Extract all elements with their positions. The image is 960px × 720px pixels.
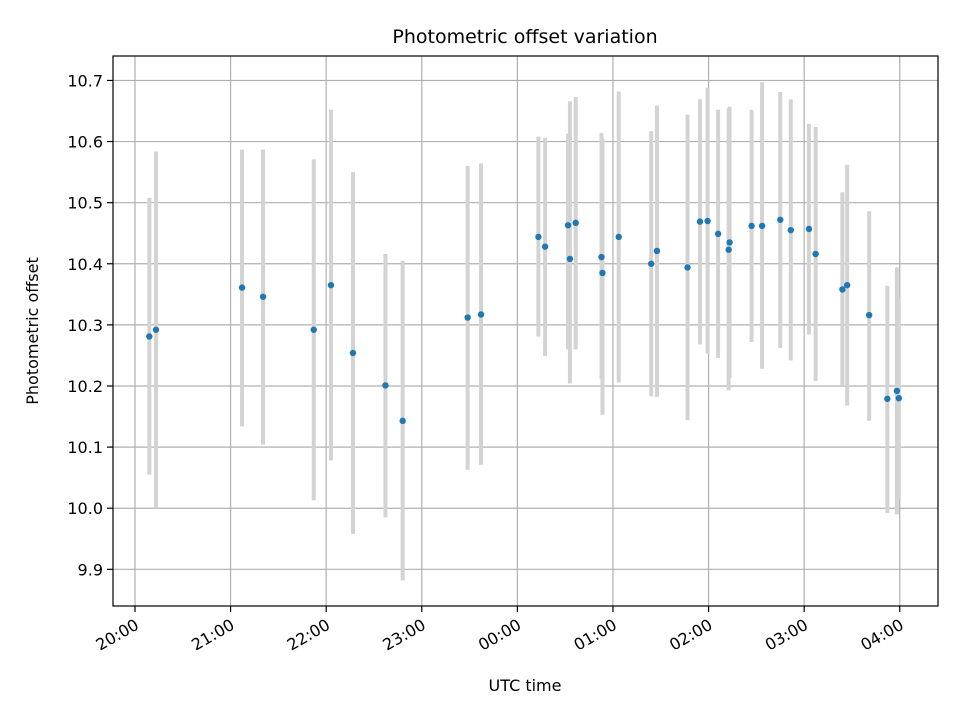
data-point [777,216,784,223]
data-point [726,239,733,246]
x-tick-label: 20:00 [93,615,142,655]
x-tick-label: 04:00 [857,615,906,655]
data-point [382,382,389,389]
data-point [327,281,335,289]
data-point [843,281,851,289]
y-axis-ticks: 9.9 10.0 10.1 10.2 10.3 10.4 10.5 10.6 10.7 [67,71,113,579]
x-tick-label: 01:00 [571,615,620,655]
data-point [566,255,574,263]
x-tick-label: 23:00 [379,615,428,655]
y-axis-label: Photometric offset [23,257,42,405]
data-point [399,417,406,425]
data-point [758,222,766,230]
data-point [464,314,471,321]
x-tick-label: 22:00 [284,615,333,655]
data-point [653,247,661,255]
data-point [812,250,819,258]
y-tick-label: 10.6 [67,133,103,152]
data-point [598,253,605,261]
grid [113,56,938,606]
y-tick-label: 10.5 [67,194,103,213]
data-point [895,395,903,402]
y-tick-label: 10.3 [67,316,103,335]
x-axis-ticks: 20:00 21:00 22:00 23:00 00:00 01:00 02:00 03:00… [93,606,907,655]
data-point [787,226,794,234]
data-point [146,333,153,340]
data-point [238,284,246,291]
data-point [696,218,704,225]
x-tick-label: 21:00 [188,615,237,655]
data-point [648,260,655,267]
data-point [865,311,873,319]
data-point [535,233,542,241]
data-point [704,217,711,225]
data-point [572,219,579,227]
plot-frame [112,55,939,607]
data-point [541,243,549,250]
x-tick-label: 00:00 [475,615,524,655]
data-point [714,230,722,238]
x-tick-label: 03:00 [762,615,811,655]
data-point [725,246,732,253]
y-tick-label: 10.2 [67,377,103,396]
data-point [748,222,755,230]
x-axis-label: UTC time [489,676,562,695]
y-tick-label: 10.0 [67,499,103,518]
data-point [349,349,357,357]
y-tick-label: 10.7 [67,71,103,90]
data-points [146,216,903,425]
data-point [564,222,572,229]
data-point [839,286,846,293]
y-tick-label: 10.4 [67,255,103,274]
y-tick-label: 10.1 [67,438,103,457]
data-point [152,326,160,333]
y-tick-label: 9.9 [78,560,103,579]
data-point [310,326,317,333]
data-point [599,269,606,277]
data-point [893,387,901,395]
data-point [805,225,813,233]
data-point [477,311,485,318]
data-point [259,293,267,300]
error-bars [147,82,901,581]
x-tick-label: 02:00 [666,615,715,655]
data-point [684,264,691,271]
data-point [884,395,891,403]
data-point [615,233,622,241]
chart-title: Photometric offset variation [392,26,657,48]
